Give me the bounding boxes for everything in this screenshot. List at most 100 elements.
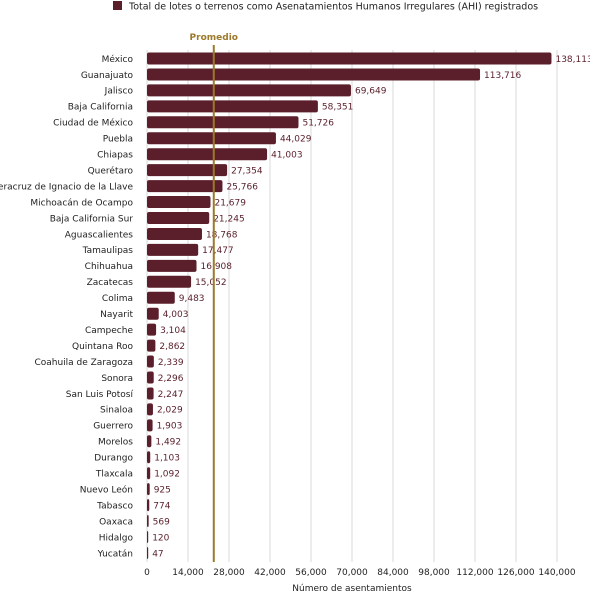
legend-label: Total de lotes o terrenos como Asenatami… bbox=[128, 2, 538, 13]
x-tick-label: 84,000 bbox=[377, 568, 409, 578]
category-label: Morelos bbox=[98, 438, 133, 448]
bar bbox=[147, 355, 154, 368]
category-label: Sonora bbox=[101, 374, 133, 384]
value-label: 925 bbox=[154, 485, 171, 495]
category-label: Ciudad de México bbox=[53, 118, 133, 129]
value-label: 2,339 bbox=[158, 358, 184, 368]
bar bbox=[147, 100, 318, 113]
x-axis-title: Número de asentamientos bbox=[292, 584, 412, 594]
category-label: Quintana Roo bbox=[72, 342, 133, 352]
value-label: 21,679 bbox=[214, 198, 246, 208]
x-tick-label: 56,000 bbox=[295, 568, 327, 578]
category-label: Chiapas bbox=[97, 151, 133, 161]
category-labels: México Guanajuato Jalisco Baja California Ci… bbox=[0, 54, 133, 559]
value-label: 113,716 bbox=[484, 71, 521, 81]
bar bbox=[147, 212, 210, 224]
bar bbox=[147, 275, 192, 288]
bar bbox=[147, 515, 149, 528]
category-label: Oaxaca bbox=[99, 517, 133, 527]
value-label: 774 bbox=[153, 501, 170, 511]
x-tick-label: 0 bbox=[144, 568, 150, 578]
bar bbox=[147, 483, 150, 496]
value-label: 58,351 bbox=[322, 103, 354, 113]
category-label: Aguascalientes bbox=[65, 230, 134, 240]
bar bbox=[147, 531, 149, 543]
category-label: Michoacán de Ocampo bbox=[30, 198, 133, 208]
value-label: 2,296 bbox=[158, 374, 184, 384]
value-label: 69,649 bbox=[355, 87, 387, 97]
category-label: Tlaxcala bbox=[95, 470, 133, 480]
category-label: Nayarit bbox=[100, 310, 133, 320]
bar bbox=[147, 435, 152, 448]
value-label: 21,245 bbox=[213, 214, 245, 224]
legend: Total de lotes o terrenos como Asenatami… bbox=[113, 1, 538, 13]
value-label: 51,726 bbox=[302, 119, 334, 129]
category-label: Jalisco bbox=[104, 87, 134, 97]
category-label: Chihuahua bbox=[85, 262, 133, 272]
bar bbox=[147, 196, 211, 209]
bar bbox=[147, 546, 149, 559]
x-tick-label: 14,000 bbox=[172, 568, 204, 578]
value-label: 16,908 bbox=[201, 262, 233, 272]
value-label: 47 bbox=[152, 549, 163, 559]
average-marker: Promedio bbox=[190, 33, 238, 562]
bar bbox=[147, 227, 202, 240]
bar bbox=[147, 323, 157, 336]
value-label: 1,103 bbox=[154, 454, 180, 464]
bar bbox=[147, 243, 199, 256]
bar bbox=[147, 499, 150, 512]
value-label: 25,766 bbox=[226, 182, 258, 192]
category-label: Colima bbox=[102, 294, 133, 304]
category-label: México bbox=[102, 54, 134, 65]
x-tick-label: 70,000 bbox=[336, 568, 368, 578]
category-label: Veracruz de Ignacio de la Llave bbox=[0, 182, 133, 192]
value-label: 2,029 bbox=[157, 406, 183, 416]
category-label: Yucatán bbox=[97, 549, 133, 559]
bar bbox=[147, 180, 223, 193]
value-label: 27,354 bbox=[231, 166, 263, 176]
x-axis-ticks: 0 14,000 28,000 42,000 56,000 70,000 84,000 98,… bbox=[144, 568, 576, 578]
category-label: Coahuila de Zaragoza bbox=[34, 358, 133, 368]
bar bbox=[147, 52, 552, 65]
bars bbox=[147, 52, 552, 559]
average-label: Promedio bbox=[190, 33, 238, 43]
bar bbox=[147, 403, 153, 416]
category-label: Hidalgo bbox=[99, 533, 134, 543]
bar bbox=[147, 68, 481, 81]
value-label: 1,903 bbox=[157, 422, 183, 432]
category-label: Durango bbox=[94, 454, 133, 464]
bar bbox=[147, 451, 151, 464]
category-label: Guanajuato bbox=[81, 71, 134, 81]
category-label: Baja California Sur bbox=[50, 214, 134, 224]
value-label: 138,113 bbox=[555, 55, 590, 65]
category-label: Tamaulipas bbox=[82, 246, 134, 256]
bar bbox=[147, 259, 197, 272]
category-label: Baja California bbox=[68, 103, 133, 113]
x-tick-label: 42,000 bbox=[254, 568, 286, 578]
bar bbox=[147, 84, 351, 97]
value-label: 120 bbox=[152, 533, 169, 543]
value-label: 41,003 bbox=[271, 151, 303, 161]
bar bbox=[147, 307, 159, 320]
category-label: Zacatecas bbox=[87, 278, 134, 288]
value-label: 2,247 bbox=[158, 390, 184, 400]
legend-swatch bbox=[113, 1, 122, 10]
category-label: Nuevo León bbox=[80, 484, 133, 495]
bar bbox=[147, 387, 154, 400]
x-tick-label: 98,000 bbox=[418, 568, 450, 578]
value-label: 1,492 bbox=[155, 438, 181, 448]
value-label: 18,768 bbox=[206, 230, 238, 240]
value-label: 44,029 bbox=[280, 135, 312, 145]
value-label: 1,092 bbox=[154, 470, 180, 480]
value-label: 17,477 bbox=[202, 246, 234, 256]
bar bbox=[147, 419, 153, 432]
category-label: Campeche bbox=[85, 326, 133, 336]
bar bbox=[147, 371, 154, 384]
bar bbox=[147, 116, 299, 129]
x-tick-label: 112,000 bbox=[456, 568, 493, 578]
bar bbox=[147, 164, 228, 177]
category-label: Guerrero bbox=[93, 422, 133, 432]
value-label: 569 bbox=[153, 517, 170, 527]
